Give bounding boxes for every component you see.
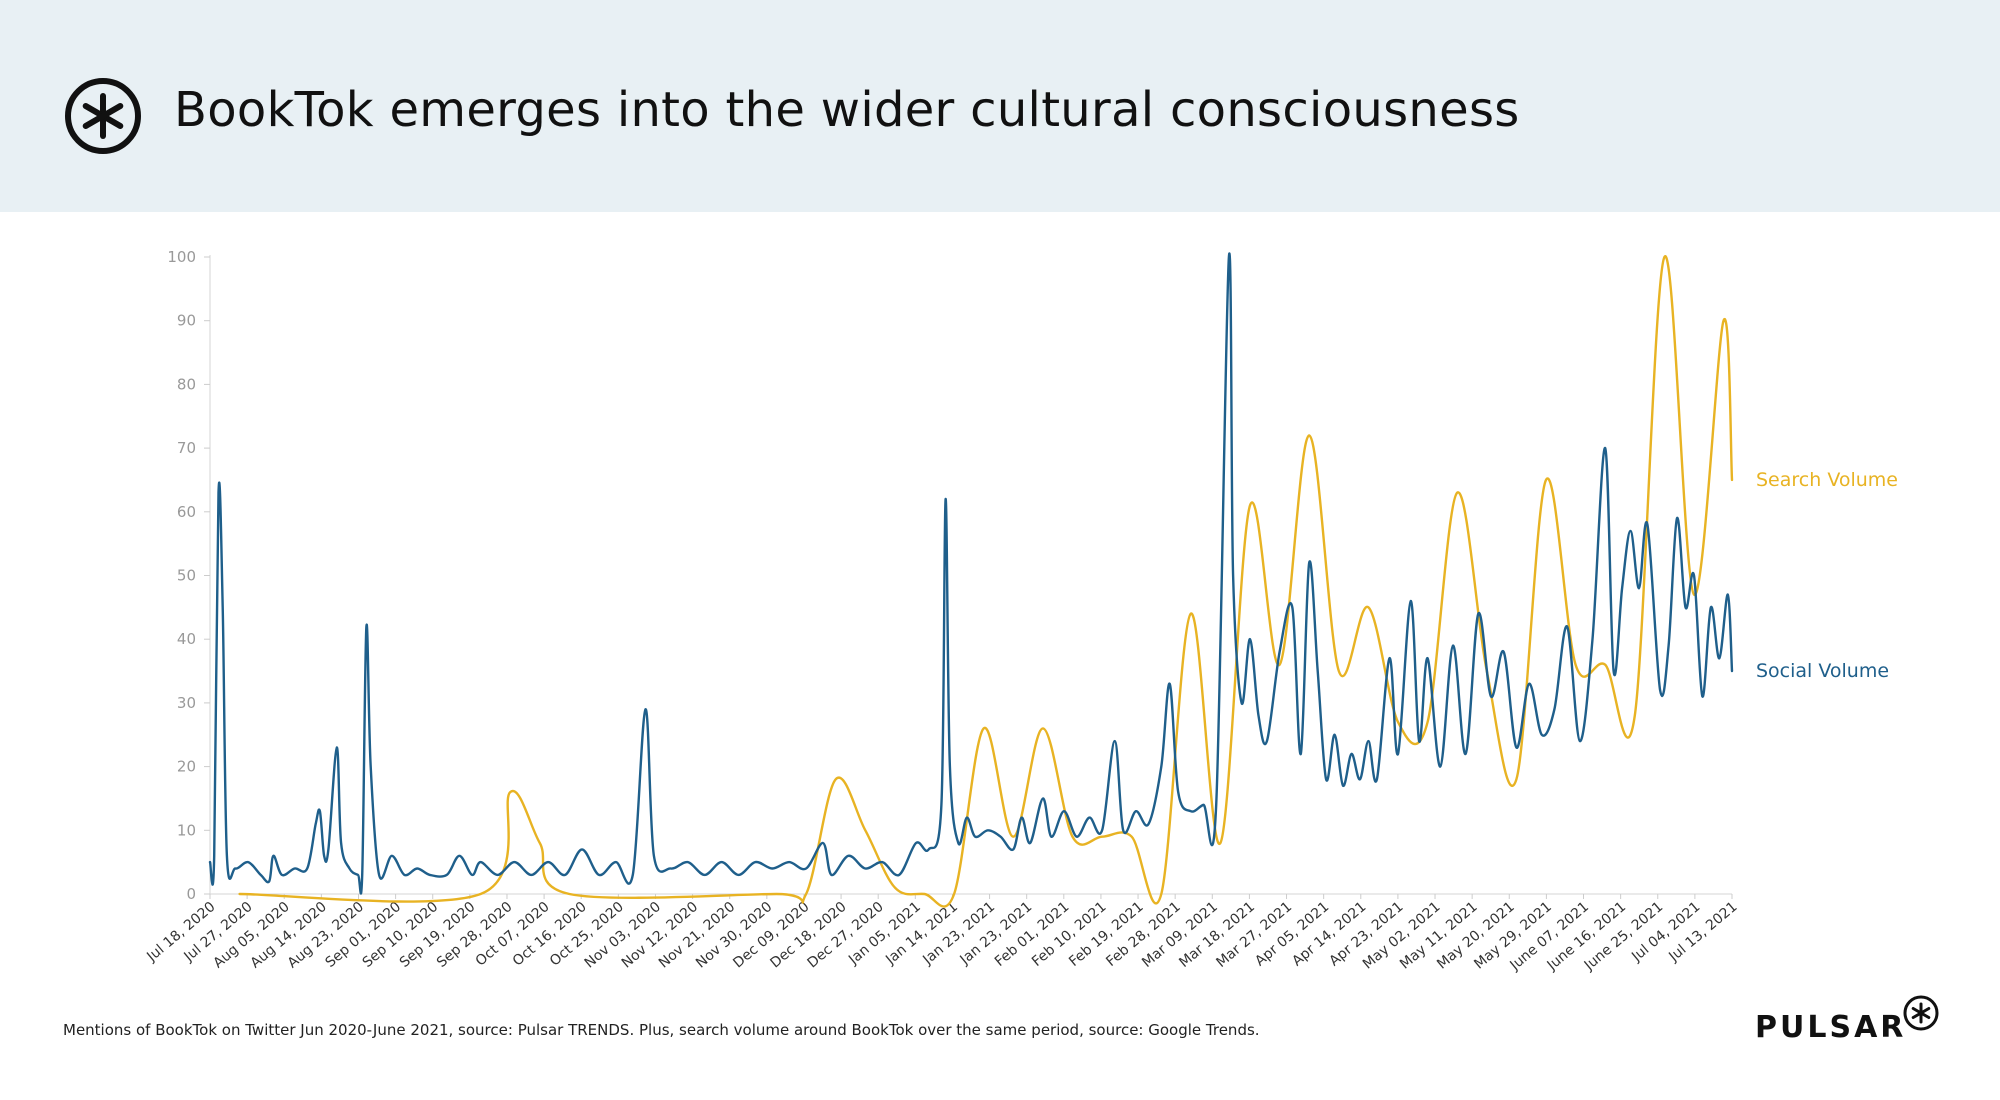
y-tick-label: 70	[177, 439, 196, 457]
source-footnote: Mentions of BookTok on Twitter Jun 2020-…	[63, 1021, 1260, 1039]
chart-legend: Search Volume Social Volume	[1756, 469, 1898, 682]
y-tick-label: 80	[177, 375, 196, 393]
y-tick-label: 0	[186, 885, 196, 903]
pulsar-wordmark: PULSAR	[1755, 1010, 1907, 1045]
y-tick-label: 40	[177, 630, 196, 648]
y-tick-label: 60	[177, 503, 196, 521]
y-tick-label: 10	[177, 821, 196, 839]
y-tick-label: 30	[177, 694, 196, 712]
page-title: BookTok emerges into the wider cultural …	[174, 82, 1520, 138]
social-volume-legend-label: Social Volume	[1756, 660, 1889, 682]
y-tick-label: 20	[177, 758, 196, 776]
search-volume-legend-label: Search Volume	[1756, 469, 1898, 491]
search-volume-line	[238, 255, 1734, 908]
y-tick-label: 90	[177, 312, 196, 330]
y-tick-label: 50	[177, 567, 196, 585]
y-tick-label: 100	[167, 248, 196, 266]
pulsar-asterisk-logo-icon	[65, 78, 141, 154]
chart-series	[208, 252, 1734, 908]
social-volume-line	[208, 252, 1734, 895]
header-banner: BookTok emerges into the wider cultural …	[0, 0, 2000, 212]
pulsar-asterisk-small-icon	[1903, 995, 1939, 1031]
